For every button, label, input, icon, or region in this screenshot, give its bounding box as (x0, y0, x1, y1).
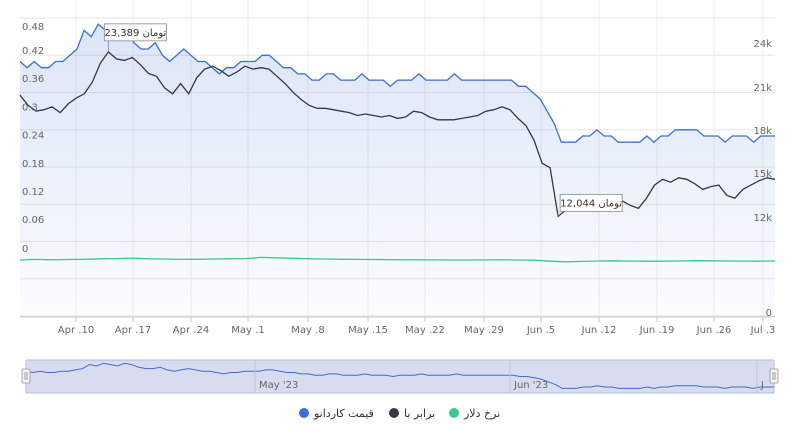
equal-series-line[interactable] (19, 50, 776, 218)
navigator-series-line (25, 362, 774, 389)
price-series-line[interactable] (19, 23, 775, 144)
x-tick-label: May .8 (291, 325, 324, 336)
legend-item-price[interactable]: قیمت کاردانو (299, 407, 374, 420)
annotation-box (559, 193, 623, 212)
annotation-layer: تومان 23,389 تومان 12,044 (103, 23, 623, 217)
navigator-label: Jun '23 (513, 380, 548, 391)
range-navigator[interactable]: May '23 Jun '23 J (21, 359, 779, 394)
x-tick-label: Apr .24 (173, 325, 209, 336)
right-tick-label: 24k (753, 39, 772, 50)
legend-item-usd-rate[interactable]: نرخ دلار (449, 407, 500, 420)
legend-equal-marker (389, 408, 399, 418)
x-tick-label: Jul .3 (750, 325, 776, 336)
navigator-label: May '23 (259, 380, 298, 391)
series-layer (19, 23, 776, 317)
legend-item-equal[interactable]: برابر با (389, 407, 435, 420)
legend-price-marker (299, 408, 309, 418)
annotation-callout: تومان 12,044 (557, 193, 623, 217)
legend: قیمت کاردانو برابر با نرخ دلار (299, 407, 500, 420)
left-tick-label: 0.18 (22, 159, 44, 170)
left-tick-label: 0.42 (22, 46, 44, 57)
navigator-label: J (760, 380, 764, 391)
x-tick-label: May .22 (405, 325, 445, 336)
right-tick-label: 21k (753, 83, 772, 94)
left-tick-label: 0.06 (22, 215, 44, 226)
right-axis-ticks: 24k 21k 18k 15k 12k 0 (753, 39, 772, 319)
navigator-handle-grip (21, 368, 31, 384)
x-tick-label: May .29 (464, 325, 504, 336)
x-axis-ticks: Apr .10 Apr .17 Apr .24 May .1 May .8 May .15… (58, 317, 776, 336)
left-tick-label: 0.36 (22, 74, 44, 85)
x-tick-label: May .15 (348, 325, 388, 336)
x-tick-label: May .1 (231, 325, 264, 336)
right-tick-label: 0 (766, 308, 772, 319)
price-area (20, 24, 775, 317)
annotation-callout: تومان 23,389 (103, 23, 167, 52)
x-tick-label: Jun .19 (639, 325, 675, 336)
navigator-handle-right[interactable] (769, 368, 779, 384)
x-tick-label: Jun .26 (696, 325, 732, 336)
legend-usd-label: نرخ دلار (463, 407, 500, 420)
annotation-label: تومان 12,044 (560, 198, 622, 209)
x-tick-label: Jun .12 (581, 325, 617, 336)
right-tick-label: 18k (753, 126, 772, 137)
left-tick-label: 0.12 (22, 187, 44, 198)
x-tick-label: Apr .17 (115, 325, 151, 336)
left-axis-ticks: 0.48 0.42 0.36 0.3 0.24 0.18 0.12 0.06 0 (22, 22, 44, 255)
right-tick-label: 15k (753, 169, 772, 180)
left-tick-label: 0 (22, 244, 28, 255)
x-tick-label: Apr .10 (58, 325, 94, 336)
left-tick-label: 0.24 (22, 131, 44, 142)
navigator-handle-grip (769, 368, 779, 384)
right-tick-label: 12k (753, 213, 772, 224)
navigator-selection[interactable] (25, 359, 775, 394)
navigator-handle-left[interactable] (21, 368, 31, 384)
x-tick-label: Jun .5 (526, 325, 555, 336)
left-tick-label: 0.3 (22, 102, 38, 113)
annotation-box (103, 23, 167, 42)
legend-equal-label: برابر با (404, 407, 435, 420)
legend-usd-marker (449, 408, 459, 418)
annotation-label: تومان 23,389 (104, 28, 166, 39)
usd-rate-series-line[interactable] (19, 256, 776, 263)
left-tick-label: 0.48 (22, 22, 44, 33)
legend-price-label: قیمت کاردانو (313, 407, 374, 420)
